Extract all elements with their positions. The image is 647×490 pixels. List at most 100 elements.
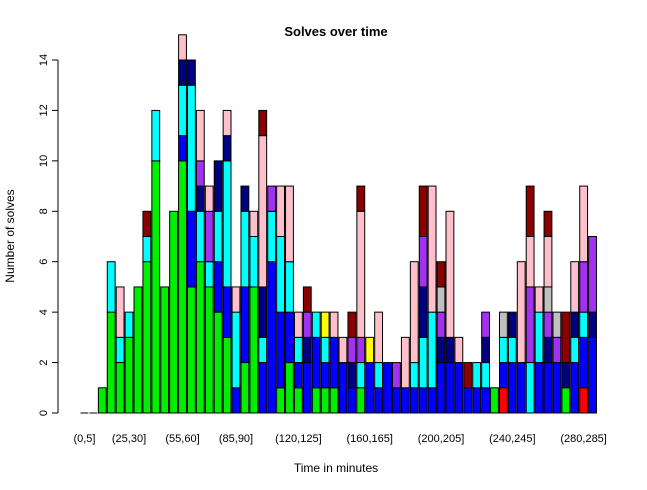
bar-segment — [276, 185, 285, 238]
bar-segment — [320, 311, 330, 338]
bar-segment — [293, 387, 303, 414]
bar-segment — [418, 336, 428, 389]
bar-segment — [356, 336, 366, 364]
bar-segment — [195, 185, 205, 212]
bar-segment — [588, 336, 597, 414]
bar-segment — [213, 311, 223, 414]
bar-segment — [534, 362, 544, 414]
x-tick-labels: (0,5] (25,30] (55,60] (85,90] (120,125] (160,… — [73, 433, 606, 445]
bar-segment — [302, 311, 312, 338]
bar-segment — [409, 261, 419, 364]
y-axis-label: Number of solves — [3, 189, 17, 282]
bar-segment — [507, 362, 517, 414]
bar-segment — [374, 311, 384, 364]
y-tick-label: 0 — [38, 410, 50, 416]
bar-segment — [142, 210, 152, 237]
y-tick-label: 14 — [38, 54, 50, 66]
bar-segment — [213, 261, 223, 313]
bar-segment — [222, 286, 232, 338]
bar-segment — [418, 286, 428, 338]
bar-segment — [249, 286, 259, 414]
bar-segment — [285, 261, 294, 313]
bar-segment — [240, 362, 250, 414]
bar-segment — [329, 336, 339, 389]
bar-segment — [543, 336, 553, 364]
bar-segment — [463, 362, 473, 389]
bar-segment — [543, 362, 553, 414]
bar-segment — [178, 135, 187, 162]
bar-segment — [481, 336, 491, 364]
bar-segment — [115, 336, 125, 364]
bar-segment — [142, 261, 152, 414]
bar-segment — [293, 362, 303, 389]
x-tick-label: (280,285] — [560, 433, 606, 445]
bar-segment — [293, 336, 303, 364]
bar-segment — [561, 311, 571, 364]
bar-segment — [543, 236, 553, 288]
bar-segment — [561, 387, 571, 414]
bar-segment — [392, 362, 401, 389]
bar-segment — [516, 362, 526, 414]
bar-segment — [302, 362, 312, 414]
bars — [80, 34, 597, 414]
bar-segment — [525, 286, 535, 364]
bar-segment — [258, 362, 268, 414]
bar-segment — [445, 336, 455, 364]
bar-segment — [320, 387, 330, 414]
bar-segment — [347, 387, 357, 414]
bar-segment — [534, 311, 544, 364]
bar-segment — [409, 362, 419, 389]
bar-segment — [445, 362, 455, 414]
bar-segment — [579, 185, 589, 263]
bar-segment — [302, 286, 312, 313]
bar-segment — [570, 336, 580, 364]
x-tick-label: (160,165] — [346, 433, 392, 445]
bar-segment — [347, 311, 357, 338]
bar-segment — [365, 336, 375, 364]
bar-segment — [400, 336, 410, 389]
x-tick-label: (0,5] — [73, 433, 95, 445]
bar-segment — [195, 109, 205, 162]
chart-title: Solves over time — [284, 24, 387, 39]
bar-segment — [133, 286, 143, 414]
bar-segment — [552, 311, 562, 338]
y-axis: 0 2 4 6 8 10 12 14 — [38, 54, 59, 416]
bar-segment — [169, 210, 179, 414]
bar-segment — [356, 185, 366, 212]
bar-segment — [240, 185, 250, 212]
bar-segment — [195, 261, 205, 414]
bar-segment — [222, 336, 232, 414]
bar-segment — [124, 336, 134, 414]
bar-segment — [320, 362, 330, 389]
bar-segment — [445, 210, 455, 338]
bar-segment — [552, 336, 562, 364]
bar-segment — [195, 210, 205, 263]
bar-segment — [472, 362, 482, 389]
bar-segment — [187, 84, 196, 212]
bar-segment — [311, 311, 321, 338]
bar-segment — [231, 311, 241, 389]
bar-segment — [231, 387, 241, 414]
bar-segment — [204, 185, 214, 212]
bar-segment — [276, 311, 285, 389]
bar-segment — [347, 336, 357, 364]
bar-segment — [338, 336, 348, 364]
bar-segment — [463, 387, 473, 414]
bar-segment — [498, 336, 508, 364]
bar-segment — [338, 362, 348, 414]
bar-segment — [231, 286, 241, 313]
bar-segment — [240, 286, 250, 364]
bar-segment — [115, 362, 125, 414]
bar-segment — [516, 261, 526, 364]
bar-segment — [552, 362, 562, 414]
bar-segment — [383, 362, 392, 414]
bar-segment — [204, 261, 214, 288]
bar-segment — [160, 286, 170, 414]
bar-segment — [258, 109, 268, 137]
bar-segment — [579, 387, 589, 414]
bar-segment — [525, 236, 535, 288]
bar-segment — [258, 336, 268, 364]
bar-segment — [222, 135, 232, 162]
bar-segment — [356, 210, 366, 338]
